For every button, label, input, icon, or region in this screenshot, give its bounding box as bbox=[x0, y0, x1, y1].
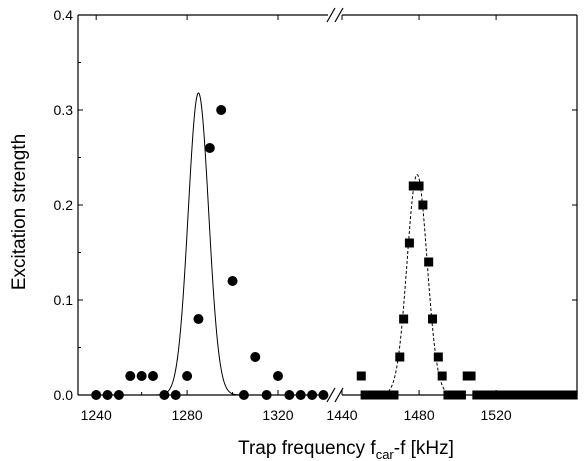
x-axis-title-tail: -f [kHz] bbox=[394, 438, 454, 459]
data-point-square bbox=[418, 200, 428, 210]
y-tick-label: 0.4 bbox=[54, 7, 74, 23]
x-tick-label: 1280 bbox=[172, 407, 203, 423]
x-axis-title: Trap frequency fcar-f [kHz] bbox=[238, 438, 454, 461]
x-axis-title-main: Trap frequency f bbox=[238, 438, 376, 459]
break-mark-top bbox=[334, 7, 344, 23]
data-point-circle bbox=[170, 390, 181, 400]
fit-curves bbox=[132, 92, 470, 396]
data-point-circle bbox=[102, 390, 113, 400]
data-point-square bbox=[404, 238, 414, 248]
break-mark-bottom bbox=[326, 387, 336, 403]
data-point-circle bbox=[193, 314, 204, 324]
data-point-circle bbox=[295, 390, 306, 400]
break-mark-top bbox=[326, 7, 336, 23]
fit-curve-solid bbox=[132, 92, 301, 396]
data-point-square bbox=[408, 181, 418, 191]
y-tick-label: 0.0 bbox=[54, 387, 74, 403]
data-points bbox=[91, 105, 578, 400]
data-point-square bbox=[356, 371, 366, 381]
data-point-square bbox=[553, 390, 563, 400]
plot-frame bbox=[77, 14, 578, 396]
data-point-square bbox=[524, 390, 534, 400]
data-point-square bbox=[437, 371, 447, 381]
axis-ticks: 0.0 0.1 0.2 0.3 0.4 1240 1280 1320 1440 1480 1520 bbox=[54, 7, 577, 423]
data-point-square bbox=[533, 390, 543, 400]
axis-break-marks bbox=[326, 7, 344, 403]
data-point-square bbox=[562, 390, 572, 400]
y-tick-label: 0.3 bbox=[54, 102, 74, 118]
data-point-square bbox=[389, 390, 399, 400]
data-point-square bbox=[433, 352, 443, 362]
data-point-circle bbox=[307, 390, 318, 400]
data-point-circle bbox=[261, 390, 272, 400]
data-point-square bbox=[424, 257, 434, 267]
data-point-square bbox=[476, 390, 486, 400]
data-point-circle bbox=[182, 371, 193, 381]
data-point-circle bbox=[204, 143, 215, 153]
data-point-circle bbox=[136, 371, 147, 381]
data-point-square bbox=[370, 390, 380, 400]
break-mark-bottom bbox=[334, 387, 344, 403]
x-tick-label: 1440 bbox=[326, 407, 357, 423]
data-point-circle bbox=[148, 371, 158, 381]
data-point-circle bbox=[159, 390, 170, 400]
data-point-circle bbox=[238, 390, 249, 400]
x-tick-label: 1320 bbox=[262, 407, 293, 423]
y-tick-label: 0.2 bbox=[54, 197, 74, 213]
x-tick-label: 1520 bbox=[481, 407, 512, 423]
data-point-square bbox=[428, 314, 438, 324]
data-point-circle bbox=[250, 352, 261, 362]
x-axis-title-subscript: car bbox=[376, 447, 395, 461]
y-tick-label: 0.1 bbox=[54, 292, 74, 308]
data-point-circle bbox=[227, 276, 238, 286]
x-tick-label: 1240 bbox=[81, 407, 112, 423]
data-point-circle bbox=[125, 371, 136, 381]
data-point-square bbox=[395, 352, 405, 362]
data-point-square bbox=[414, 181, 424, 191]
data-point-square bbox=[505, 390, 515, 400]
data-point-square bbox=[514, 390, 524, 400]
data-point-square bbox=[543, 390, 553, 400]
data-point-circle bbox=[113, 390, 124, 400]
data-point-circle bbox=[273, 371, 283, 381]
y-axis-title: Excitation strength bbox=[9, 134, 30, 290]
data-point-square bbox=[379, 390, 389, 400]
x-tick-label: 1480 bbox=[403, 407, 434, 423]
data-point-square bbox=[360, 390, 370, 400]
data-point-square bbox=[399, 314, 409, 324]
data-point-square bbox=[447, 390, 457, 400]
data-point-circle bbox=[216, 105, 227, 115]
data-point-circle bbox=[284, 390, 295, 400]
data-point-square bbox=[485, 390, 495, 400]
data-point-square bbox=[495, 390, 505, 400]
data-point-square bbox=[456, 390, 466, 400]
data-point-square bbox=[466, 371, 476, 381]
